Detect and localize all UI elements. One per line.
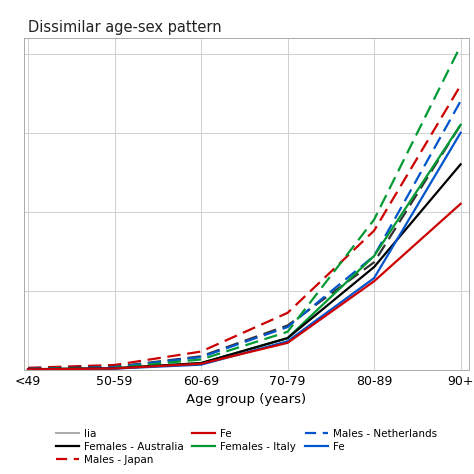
Females - Japan bbox=[25, 366, 31, 372]
Males - Australia bbox=[112, 364, 118, 370]
Males - Netherlands bbox=[198, 354, 204, 360]
Females - Australia bbox=[198, 360, 204, 366]
Females - Netherlands bbox=[285, 338, 291, 344]
Males - Japan bbox=[285, 310, 291, 316]
Females - Australia bbox=[458, 162, 464, 167]
Males - Italy bbox=[25, 366, 31, 372]
Line: Females - Italy: Females - Italy bbox=[28, 125, 461, 369]
Females - Italy bbox=[25, 366, 31, 372]
Males - Italy bbox=[285, 329, 291, 335]
Line: Males - Italy: Males - Italy bbox=[28, 46, 461, 369]
Males - Netherlands bbox=[285, 324, 291, 330]
Females - Australia bbox=[285, 335, 291, 341]
Females - Japan bbox=[198, 361, 204, 366]
Males - Australia bbox=[198, 354, 204, 359]
Males - Australia bbox=[458, 122, 464, 128]
Females - Japan bbox=[112, 365, 118, 371]
Males - Japan bbox=[112, 362, 118, 368]
Males - Australia bbox=[285, 323, 291, 328]
Males - Netherlands bbox=[25, 366, 31, 372]
Line: Females - Netherlands: Females - Netherlands bbox=[28, 133, 461, 369]
Males - Japan bbox=[458, 82, 464, 88]
Text: Dissimilar age-sex pattern: Dissimilar age-sex pattern bbox=[28, 19, 222, 35]
Females - Italy bbox=[285, 335, 291, 341]
Line: Females - Japan: Females - Japan bbox=[28, 204, 461, 369]
Males - Italy bbox=[198, 356, 204, 362]
Females - Japan bbox=[285, 340, 291, 346]
Males - Japan bbox=[371, 228, 377, 234]
Line: Males - Japan: Males - Japan bbox=[28, 85, 461, 368]
Females - Italy bbox=[371, 253, 377, 259]
Females - Italy bbox=[198, 360, 204, 366]
Females - Netherlands bbox=[112, 366, 118, 372]
Males - Netherlands bbox=[371, 253, 377, 259]
Line: Males - Australia: Males - Australia bbox=[28, 125, 461, 369]
Females - Australia bbox=[112, 365, 118, 371]
Females - Japan bbox=[371, 278, 377, 284]
Females - Netherlands bbox=[25, 366, 31, 372]
Females - Australia bbox=[371, 264, 377, 270]
Line: Males - Netherlands: Males - Netherlands bbox=[28, 101, 461, 369]
Line: Females - Australia: Females - Australia bbox=[28, 164, 461, 369]
Males - Japan bbox=[25, 365, 31, 371]
Legend: lia, Females - Australia, Males - Japan, Fe, Females - Italy, Males - Netherland: lia, Females - Australia, Males - Japan,… bbox=[52, 425, 441, 469]
Males - Australia bbox=[25, 366, 31, 372]
Males - Netherlands bbox=[458, 98, 464, 104]
Males - Italy bbox=[112, 365, 118, 371]
Females - Italy bbox=[458, 122, 464, 128]
Males - Australia bbox=[371, 259, 377, 265]
Females - Netherlands bbox=[371, 275, 377, 281]
Females - Netherlands bbox=[458, 130, 464, 136]
X-axis label: Age group (years): Age group (years) bbox=[186, 393, 307, 406]
Females - Netherlands bbox=[198, 362, 204, 367]
Males - Italy bbox=[458, 43, 464, 49]
Females - Australia bbox=[25, 366, 31, 372]
Males - Japan bbox=[198, 349, 204, 355]
Females - Japan bbox=[458, 201, 464, 207]
Females - Italy bbox=[112, 365, 118, 371]
Males - Italy bbox=[371, 217, 377, 222]
Males - Netherlands bbox=[112, 365, 118, 370]
